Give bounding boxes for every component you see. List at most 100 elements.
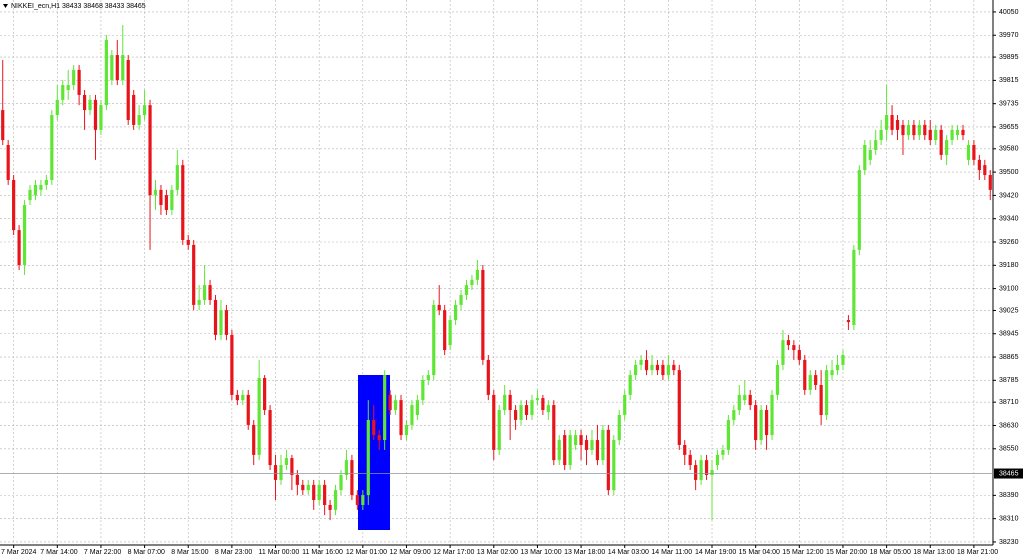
candle-body [72, 69, 76, 86]
x-tick-label: 13 Mar 18:00 [564, 549, 605, 556]
candle-body [792, 345, 796, 351]
candle-body [279, 465, 283, 480]
x-tick-label: 18 Mar 21:00 [957, 549, 998, 556]
candle-body [988, 175, 992, 190]
candle-body [797, 350, 801, 360]
candle-body [808, 375, 812, 390]
candle-body [241, 394, 245, 401]
candle-body [868, 149, 872, 160]
candle-body [666, 364, 670, 376]
candle-body [257, 378, 261, 455]
x-tick-label: 12 Mar 17:00 [433, 549, 474, 556]
candle-body [759, 410, 763, 441]
candle-body [181, 165, 185, 240]
candle-body [503, 394, 507, 411]
candle-body [421, 380, 425, 401]
candle-body [694, 465, 698, 480]
candle-body [344, 460, 349, 475]
candle-body [568, 435, 572, 466]
candle-body [148, 105, 152, 196]
candle-body [830, 370, 834, 376]
candle-body [415, 400, 419, 415]
candle-body [661, 364, 665, 376]
candle-body [203, 285, 207, 300]
candle-body [170, 189, 174, 210]
candle-body [699, 460, 703, 480]
candle-body [852, 249, 856, 326]
x-tick-label: 11 Mar 00:00 [259, 549, 300, 556]
candle-body [612, 440, 616, 491]
x-tick-label: 11 Mar 16:00 [302, 549, 343, 556]
candle-body [290, 458, 294, 475]
x-tick-label: 15 Mar 04:00 [739, 549, 780, 556]
y-tick-label: 39970 [999, 32, 1019, 39]
candle-body [50, 115, 54, 180]
candle-body [235, 394, 239, 401]
candle-body [803, 359, 807, 390]
candle-body [972, 145, 976, 160]
candle-body [159, 189, 163, 206]
candle-body [655, 364, 660, 371]
candle-body [437, 304, 441, 311]
candle-body [513, 410, 518, 420]
y-tick-label: 39735 [999, 101, 1019, 108]
candle-body [333, 490, 338, 510]
candle-body [814, 375, 818, 385]
candle-body [99, 105, 103, 130]
y-tick-label: 39500 [999, 169, 1019, 176]
candle-body [732, 410, 736, 420]
candle-body [82, 94, 87, 111]
candle-body [470, 279, 474, 286]
candle-body [377, 435, 381, 441]
x-tick-label: 7 Mar 2024 [1, 549, 37, 556]
candle-body [879, 129, 883, 141]
candle-body [39, 184, 43, 190]
candle-body [917, 124, 921, 136]
candle-body [388, 394, 392, 411]
candle-body [885, 115, 889, 130]
y-tick-label: 38630 [999, 422, 1019, 429]
candle-body [284, 458, 289, 466]
candle-body [524, 405, 529, 415]
candle-body [475, 269, 480, 280]
candle-body [328, 504, 332, 510]
candle-body [132, 94, 136, 125]
candle-body [824, 370, 829, 415]
y-tick-label: 38310 [999, 516, 1019, 523]
candle-body [754, 405, 758, 441]
candle-body [17, 230, 21, 266]
candle-body [246, 394, 250, 425]
candle-body [590, 440, 594, 450]
candle-body [137, 115, 141, 125]
candle-body [323, 484, 327, 505]
candle-body [55, 99, 59, 116]
candle-body [448, 320, 452, 346]
candle-body [464, 285, 469, 296]
candle-body [912, 124, 916, 136]
candle-body [1, 110, 5, 141]
candle-body [399, 400, 403, 436]
candle-body [153, 189, 158, 196]
x-tick-label: 18 Mar 05:00 [870, 549, 911, 556]
candle-body [104, 39, 108, 106]
x-tick-label: 12 Mar 09:00 [389, 549, 430, 556]
x-tick-label: 8 Mar 15:00 [171, 549, 208, 556]
candle-body [726, 419, 730, 450]
candle-body [819, 384, 823, 415]
candle-body [923, 124, 927, 136]
candle-body [535, 398, 540, 401]
symbol-menu-arrow[interactable] [3, 4, 8, 8]
y-tick-label: 38550 [999, 446, 1019, 453]
candle-body [208, 285, 212, 300]
candle-body [857, 170, 861, 250]
candle-body [6, 145, 10, 180]
candle-body [601, 429, 605, 461]
candle-body [301, 484, 305, 491]
candle-body [901, 124, 905, 136]
candle-body [950, 129, 954, 141]
y-tick-label: 39180 [999, 262, 1019, 269]
candle-body [142, 105, 147, 116]
x-tick-label: 18 Mar 13:00 [913, 549, 954, 556]
y-tick-label: 38785 [999, 377, 1019, 384]
